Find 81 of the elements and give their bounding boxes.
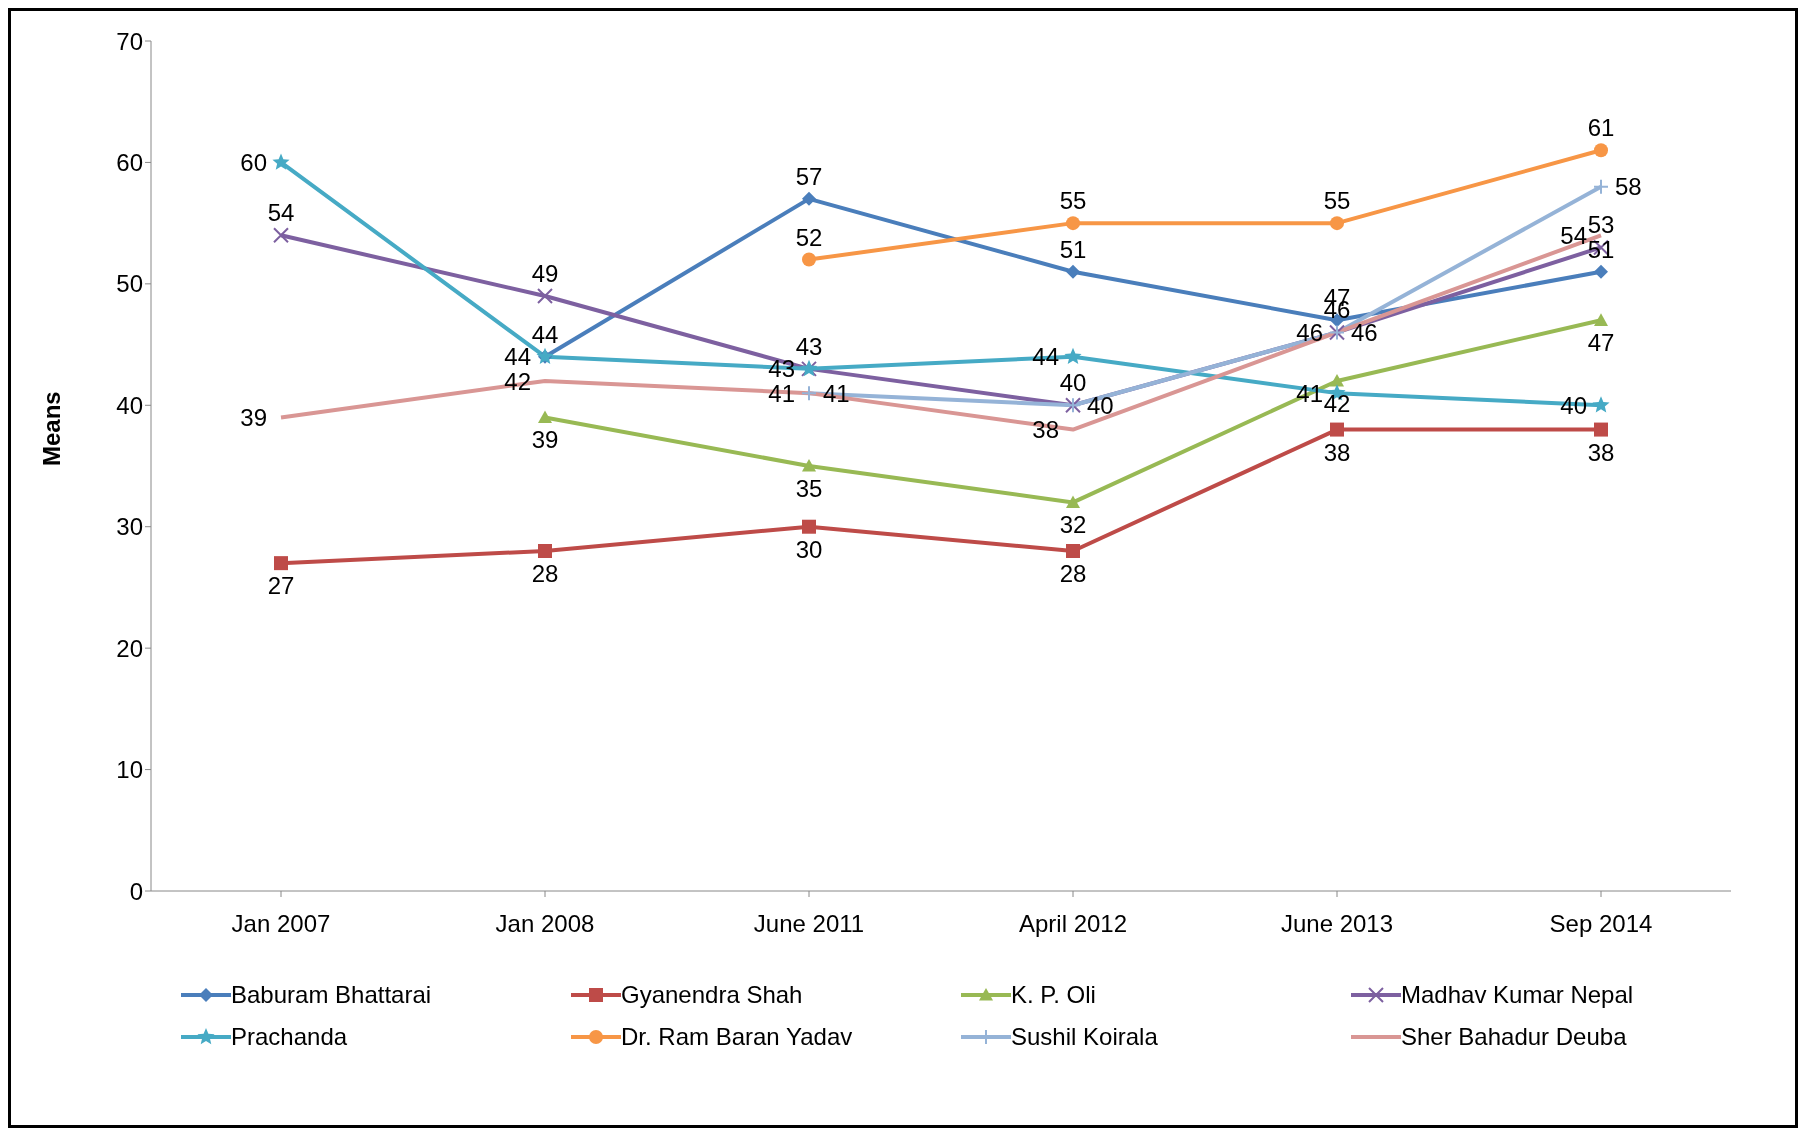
legend-label: Baburam Bhattarai [231,981,432,1009]
point [802,459,816,472]
point [1593,178,1609,195]
data-label: 41 [823,379,850,407]
legend-label: Sher Bahadur Deuba [1401,1023,1627,1051]
data-label: 35 [795,475,823,503]
data-label: 49 [531,260,559,287]
data-label: 46 [1351,318,1378,346]
point [1594,422,1608,437]
data-label: 60 [240,148,267,176]
point [1064,347,1082,364]
data-label: 40 [1059,369,1087,397]
y-tick-label: 0 [129,877,143,905]
data-label: 55 [1059,187,1087,215]
data-label: 42 [1323,390,1351,418]
data-label: 61 [1587,114,1615,142]
point [802,252,816,267]
y-tick-label: 10 [116,756,143,784]
point [802,191,816,206]
x-tick-label: Sep 2014 [1549,910,1653,938]
point [1594,313,1608,326]
x-tick-label: June 2013 [1280,910,1394,938]
data-label: 28 [531,560,559,588]
data-label: 51 [1059,235,1087,263]
legend-label: Prachanda [231,1023,348,1051]
data-label: 44 [531,320,559,348]
legend-label: Madhav Kumar Nepal [1401,981,1634,1009]
data-label: 41 [768,379,795,407]
data-label: 43 [795,332,823,360]
point [1330,422,1344,437]
data-label: 32 [1059,511,1087,539]
y-axis-title: Means [37,391,65,466]
data-label: 38 [1587,438,1615,466]
data-label: 30 [795,535,823,563]
point [273,227,289,244]
data-label: 27 [267,572,295,600]
point [1066,544,1080,558]
data-label: 58 [1615,173,1642,201]
point [1594,264,1608,279]
data-label: 46 [1296,318,1323,346]
y-tick-label: 50 [116,270,143,298]
legend-label: K. P. Oli [1011,981,1096,1009]
data-label: 39 [240,403,267,431]
data-label: 55 [1323,187,1351,215]
legend-label: Gyanendra Shah [621,981,803,1009]
y-tick-label: 20 [116,634,143,662]
point [537,288,553,304]
point [1330,216,1344,231]
point [1066,264,1080,279]
point [802,519,816,534]
x-tick-label: Jan 2008 [495,910,595,938]
point [274,556,288,571]
legend-label: Dr. Ram Baran Yadav [621,1023,853,1051]
x-tick-label: Jan 2007 [231,910,331,938]
point [538,410,552,424]
data-label: 38 [1323,438,1351,466]
data-label: 40 [1087,391,1114,419]
data-label: 47 [1587,329,1615,357]
point [1592,396,1610,413]
y-tick-label: 30 [116,513,143,541]
data-label: 53 [1587,211,1615,239]
x-tick-label: April 2012 [1018,910,1128,938]
point [801,385,817,402]
data-label: 39 [531,426,559,454]
legend-label: Sushil Koirala [1011,1023,1158,1051]
point [1594,143,1608,158]
data-label: 28 [1059,560,1087,588]
y-tick-label: 60 [116,148,143,176]
data-label: 38 [1032,416,1059,444]
point [272,153,290,170]
data-label: 57 [795,162,823,190]
point [538,544,552,558]
x-tick-label: June 2011 [753,910,865,938]
y-tick-label: 70 [116,27,143,55]
data-label: 54 [267,199,295,227]
data-label: 52 [795,223,823,251]
y-tick-label: 40 [116,391,143,419]
point [1066,495,1080,509]
data-label: 54 [1560,221,1587,249]
point [1330,374,1344,387]
point [1066,216,1080,231]
